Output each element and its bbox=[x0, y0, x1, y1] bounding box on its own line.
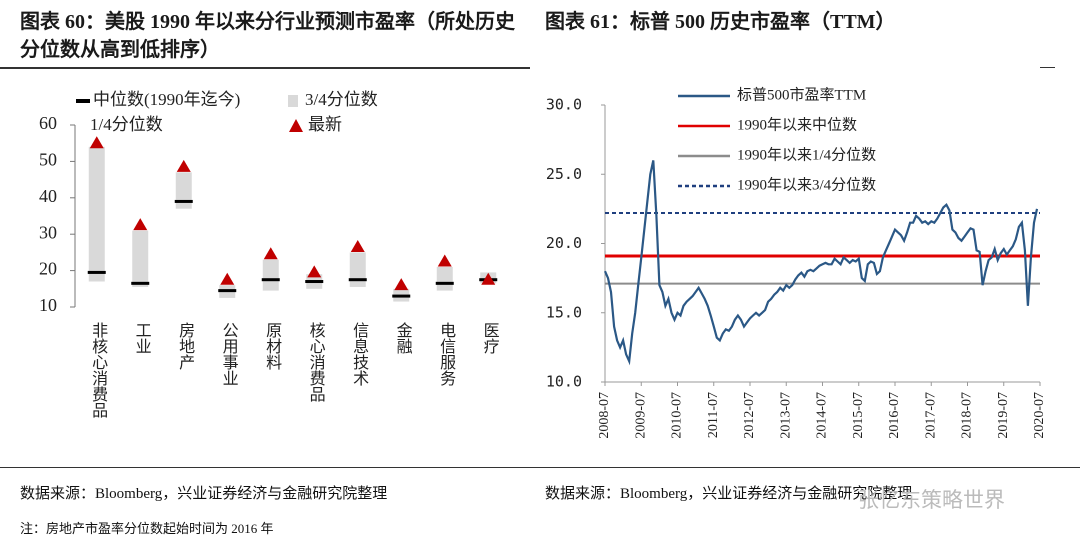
legend-swatch bbox=[76, 120, 86, 132]
title-rule bbox=[1040, 67, 1055, 68]
latest-mark bbox=[133, 218, 148, 231]
x-tick-label: 原材料 bbox=[263, 322, 282, 370]
y-tick-label: 20.0 bbox=[546, 234, 582, 252]
median-mark bbox=[305, 280, 324, 284]
x-tick-label: 2013-07 bbox=[778, 392, 793, 439]
x-tick-label: 电信服务 bbox=[437, 322, 456, 387]
x-tick-label: 非核心消费品 bbox=[89, 322, 108, 418]
y-tick-label: 10.0 bbox=[546, 373, 582, 391]
median-mark bbox=[218, 289, 237, 293]
legend-swatch bbox=[76, 99, 90, 103]
y-tick-label: 60 bbox=[39, 113, 57, 133]
y-tick-label: 50 bbox=[39, 150, 57, 170]
latest-mark bbox=[220, 272, 235, 285]
legend-label: 1990年以来1/4分位数 bbox=[737, 146, 876, 163]
latest-mark bbox=[263, 247, 278, 260]
watermark: 张忆东策略世界 bbox=[858, 488, 1005, 512]
legend-label: 1/4分位数 bbox=[90, 115, 163, 134]
figure-title: 图表 61：标普 500 历史市盈率（TTM） bbox=[545, 11, 896, 33]
x-tick-label: 2017-07 bbox=[923, 392, 938, 439]
median-mark bbox=[87, 270, 106, 274]
median-mark bbox=[435, 281, 454, 285]
line-chart: 10.0 15.0 20.0 25.0 30.0 2008-07 2009-07 2010-0… bbox=[546, 86, 1047, 439]
x-tick-label: 2012-07 bbox=[742, 392, 757, 439]
figure-title: 图表 60：美股 1990 年以来分行业预测市盈率（所处历史分位数从高到低排序） bbox=[20, 11, 515, 61]
latest-mark bbox=[437, 254, 452, 267]
legend-label: 最新 bbox=[308, 115, 342, 134]
latest-mark bbox=[481, 272, 496, 285]
latest-mark bbox=[176, 159, 191, 172]
legend-label: 1990年以来中位数 bbox=[737, 116, 857, 133]
note: 注：房地产市盈率分位数起始时间为 2016 年 bbox=[20, 521, 274, 536]
source: 数据来源：Bloomberg，兴业证券经济与金融研究院整理 bbox=[20, 486, 388, 502]
x-tick-label: 工业 bbox=[133, 322, 152, 354]
legend-swatch bbox=[288, 95, 298, 107]
quartile-range bbox=[88, 146, 105, 282]
x-tick-label: 公用事业 bbox=[220, 322, 239, 386]
latest-mark bbox=[394, 278, 409, 291]
legend-label: 1990年以来3/4分位数 bbox=[737, 176, 876, 193]
y-tick-label: 30 bbox=[39, 222, 57, 242]
x-tick-label: 2010-07 bbox=[670, 392, 685, 439]
x-tick-label: 2020-07 bbox=[1032, 392, 1047, 439]
y-tick-label: 40 bbox=[39, 186, 57, 206]
x-tick-label: 信息技术 bbox=[350, 322, 369, 386]
latest-mark bbox=[89, 136, 104, 149]
x-tick-label: 2008-07 bbox=[597, 392, 612, 439]
pe-line bbox=[603, 160, 1039, 366]
footer-rule bbox=[0, 467, 1080, 468]
title-rule bbox=[0, 67, 530, 69]
y-tick-label: 10 bbox=[39, 295, 57, 315]
y-tick-label: 30.0 bbox=[546, 96, 582, 114]
x-tick-label: 2019-07 bbox=[996, 392, 1011, 439]
quartile-range bbox=[262, 259, 279, 291]
x-tick-label: 2018-07 bbox=[960, 392, 975, 439]
x-tick-label: 2011-07 bbox=[706, 392, 721, 438]
latest-mark bbox=[350, 239, 365, 252]
median-mark bbox=[392, 294, 411, 298]
x-tick-label: 2014-07 bbox=[815, 392, 830, 439]
median-mark bbox=[174, 199, 193, 203]
x-tick-label: 核心消费品 bbox=[307, 322, 326, 402]
median-mark bbox=[348, 278, 367, 282]
x-tick-label: 房地产 bbox=[176, 322, 195, 370]
source: 数据来源：Bloomberg，兴业证券经济与金融研究院整理 bbox=[545, 486, 913, 502]
latest-mark bbox=[307, 265, 322, 278]
y-tick-label: 20 bbox=[39, 259, 57, 279]
x-tick-label: 2015-07 bbox=[851, 392, 866, 439]
x-tick-label: 2016-07 bbox=[887, 392, 902, 439]
range-chart: 10 20 30 40 50 60 非核心消费品 工业 房地产 公用事业 原材料 核心消费品 信息技术 金… bbox=[39, 90, 500, 418]
y-tick-label: 25.0 bbox=[546, 165, 582, 183]
quartile-range bbox=[175, 172, 192, 209]
y-tick-label: 15.0 bbox=[546, 303, 582, 321]
x-tick-label: 医疗 bbox=[481, 322, 500, 355]
median-mark bbox=[261, 278, 280, 282]
median-mark bbox=[131, 281, 150, 285]
legend-label: 标普500市盈率TTM bbox=[737, 86, 866, 103]
legend-label: 中位数(1990年迄今) bbox=[93, 90, 240, 109]
legend-label: 3/4分位数 bbox=[305, 90, 378, 109]
x-tick-label: 金融 bbox=[394, 322, 413, 355]
legend-swatch bbox=[289, 119, 303, 132]
quartile-range bbox=[132, 230, 149, 287]
x-tick-label: 2009-07 bbox=[633, 392, 648, 439]
